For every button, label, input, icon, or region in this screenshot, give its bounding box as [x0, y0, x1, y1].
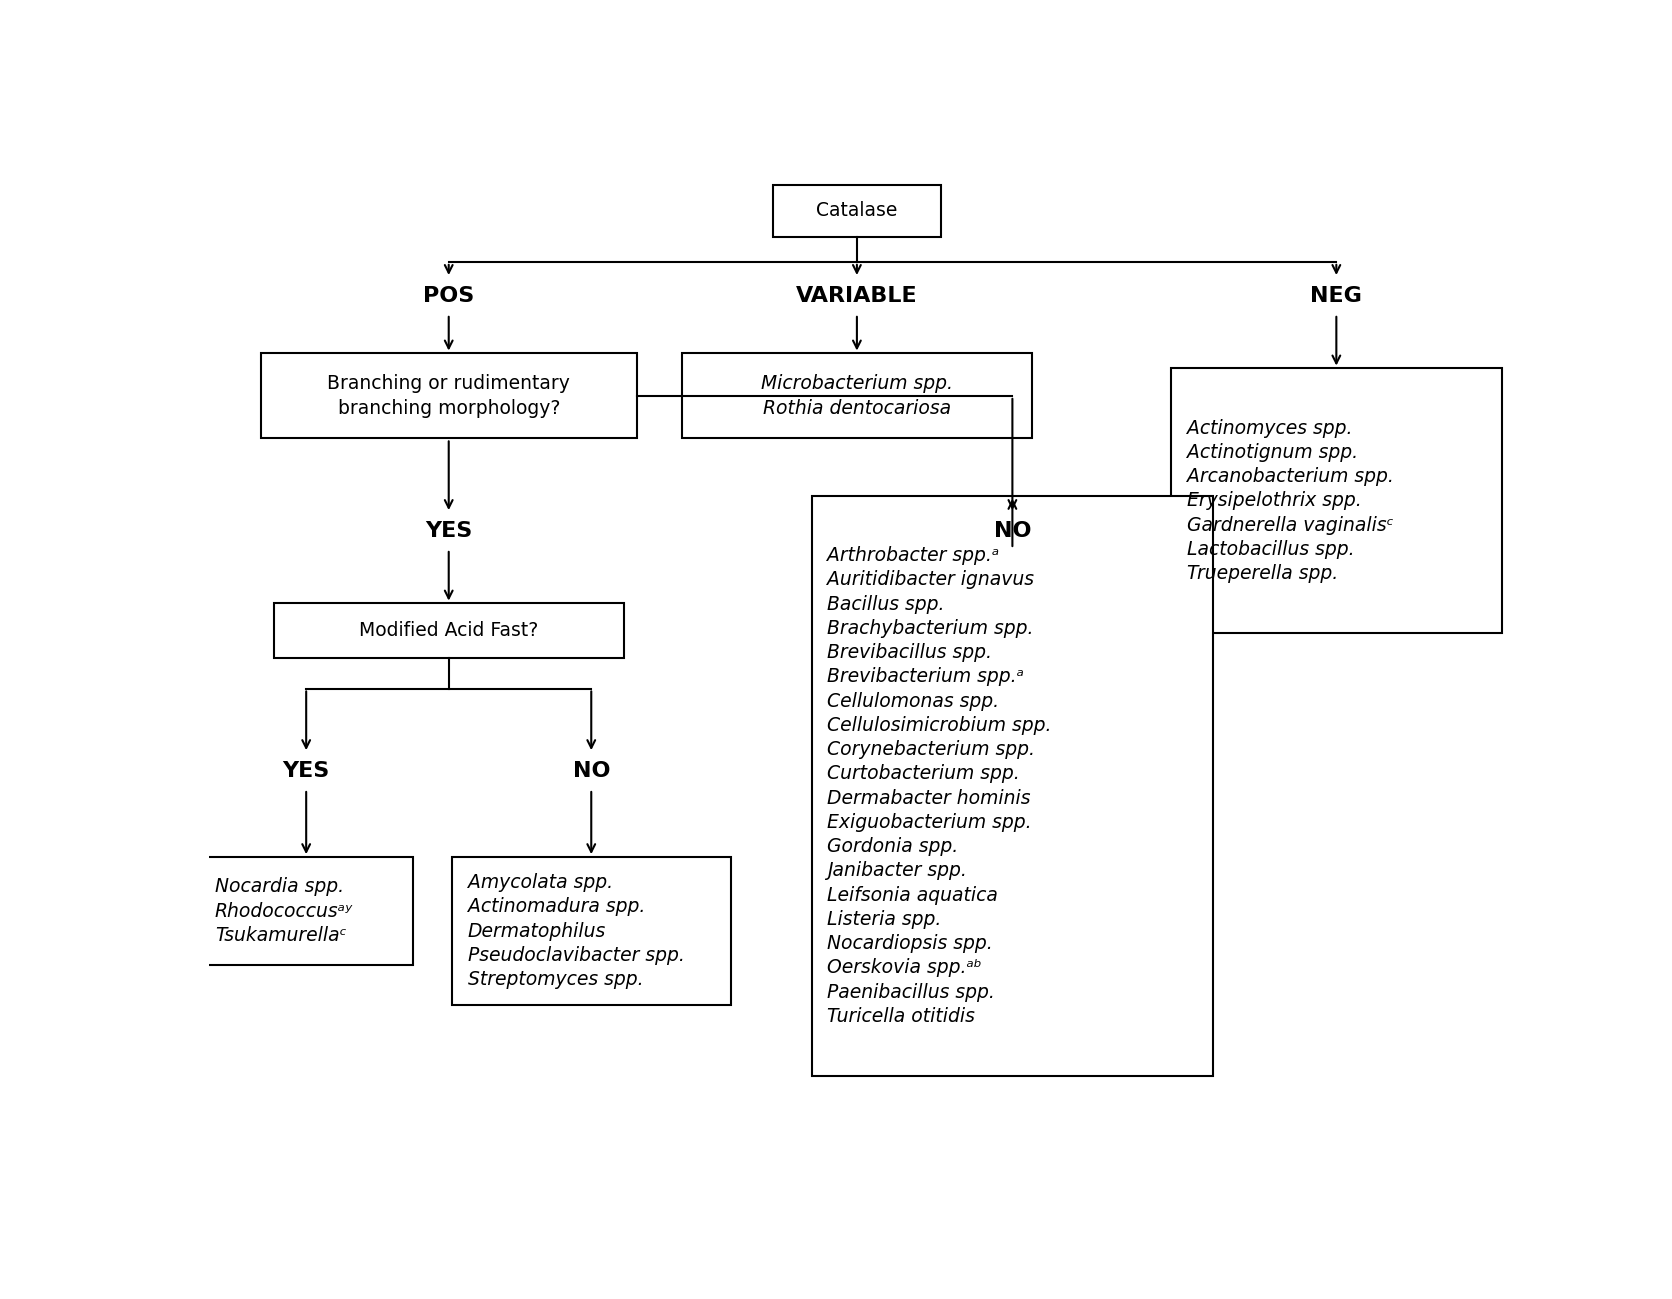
Text: NO: NO [993, 521, 1032, 540]
Bar [274, 604, 624, 659]
Text: POS: POS [423, 286, 475, 305]
Bar [682, 353, 1032, 439]
Bar [199, 857, 413, 965]
Text: Amycolata spp.
Actinomadura spp.
Dermatophilus
Pseudoclavibacter spp.
Streptomyc: Amycolata spp. Actinomadura spp. Dermato… [468, 873, 684, 989]
Text: NO: NO [572, 761, 610, 781]
Bar [1170, 369, 1501, 634]
Bar [451, 857, 731, 1005]
Bar [811, 496, 1214, 1076]
Bar [772, 184, 941, 236]
Bar [261, 353, 637, 439]
Text: YES: YES [425, 521, 473, 540]
Text: NEG: NEG [1311, 286, 1363, 305]
Text: Microbacterium spp.
Rothia dentocariosa: Microbacterium spp. Rothia dentocariosa [761, 374, 953, 417]
Text: YES: YES [283, 761, 329, 781]
Text: Actinomyces spp.
Actinotignum spp.
Arcanobacterium spp.
Erysipelothrix spp.
Gard: Actinomyces spp. Actinotignum spp. Arcan… [1187, 418, 1393, 583]
Text: Arthrobacter spp.ᵃ
Auritidibacter ignavus
Bacillus spp.
Brachybacterium spp.
Bre: Arthrobacter spp.ᵃ Auritidibacter ignavu… [828, 546, 1052, 1026]
Text: Branching or rudimentary
branching morphology?: Branching or rudimentary branching morph… [328, 374, 570, 417]
Text: Nocardia spp.
Rhodococcusᵃʸ
Tsukamurellaᶜ: Nocardia spp. Rhodococcusᵃʸ Tsukamurella… [214, 877, 353, 944]
Text: Modified Acid Fast?: Modified Acid Fast? [359, 621, 538, 640]
Text: VARIABLE: VARIABLE [796, 286, 918, 305]
Text: Catalase: Catalase [816, 201, 898, 221]
